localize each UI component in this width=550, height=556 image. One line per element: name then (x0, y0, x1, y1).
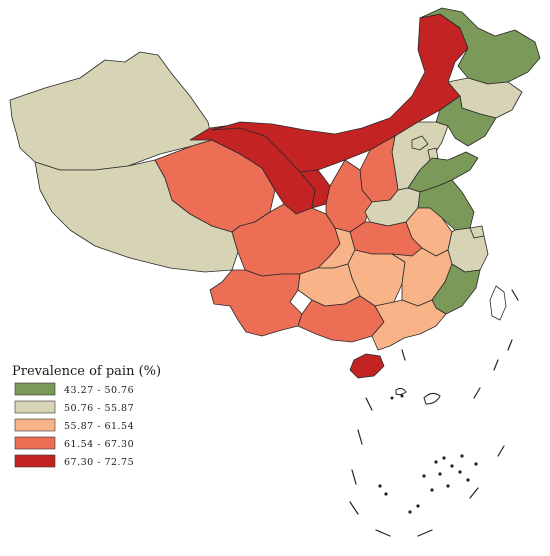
south-china-sea-inset (349, 289, 519, 537)
region-hainan (349, 353, 385, 379)
legend-swatch-2 (14, 418, 56, 432)
legend-swatch-4 (14, 454, 56, 468)
legend-label-4: 67.30 - 72.75 (64, 457, 134, 468)
map-legend: Prevalence of pain (%) 43.27 - 50.76 50.7… (12, 364, 161, 468)
legend-label-2: 55.87 - 61.54 (64, 421, 134, 432)
legend-swatch-3 (14, 436, 56, 450)
region-guangdong (371, 299, 447, 351)
region-heilongjiang (419, 7, 541, 85)
provinces-layer (9, 7, 541, 379)
region-yunnan (209, 269, 303, 337)
legend-label-0: 43.27 - 50.76 (64, 385, 134, 396)
legend-label-1: 50.76 - 55.87 (64, 403, 134, 414)
region-beijing (411, 135, 429, 151)
region-tianjin (427, 147, 439, 161)
region-taiwan (489, 285, 507, 321)
legend-title: Prevalence of pain (%) (12, 364, 161, 379)
legend-swatch-0 (14, 382, 56, 396)
legend-label-3: 61.54 - 67.30 (64, 439, 134, 450)
region-fujian (431, 263, 481, 315)
legend-swatch-1 (14, 400, 56, 414)
